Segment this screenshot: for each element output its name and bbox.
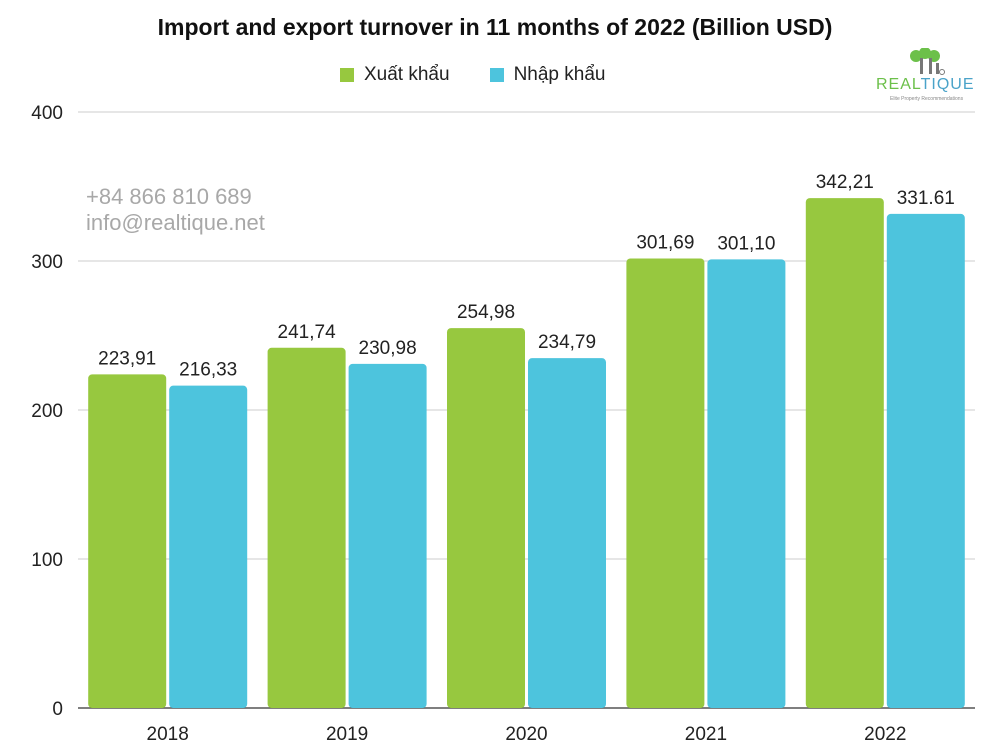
bar-export-2018	[88, 374, 167, 708]
bar-import-2019	[348, 363, 427, 708]
data-labels: 223,91 216,33 241,74 230,98 254,98 234,79 301,…	[98, 172, 955, 381]
contact-email: info@realtique.net	[86, 210, 265, 235]
bar-export-2021	[626, 258, 705, 708]
x-tick-label: 2021	[685, 724, 727, 745]
y-tick-label: 0	[52, 699, 63, 720]
contact-watermark: +84 866 810 689 info@realtique.net	[86, 184, 265, 236]
realtique-logo: REALTIQUE Elite Property Recommendations	[876, 48, 976, 104]
x-tick-label: 2020	[505, 724, 547, 745]
data-label: 234,79	[538, 332, 596, 353]
legend: Xuất khẩu Nhập khẩu	[340, 64, 645, 86]
x-axis-ticks: 2018 2019 2020 2021 2022	[147, 724, 907, 745]
bar-export-2022	[805, 198, 884, 708]
data-label: 230,98	[359, 338, 417, 359]
y-tick-label: 200	[31, 401, 63, 422]
data-label: 241,74	[278, 322, 337, 343]
bar-export-2019	[267, 347, 346, 708]
logo-wordmark: REALTIQUE	[876, 76, 975, 93]
legend-swatch-import	[489, 68, 504, 82]
bar-import-2020	[528, 358, 606, 708]
bar-import-2022	[886, 213, 965, 708]
y-axis-ticks: 0 100 200 300 400	[31, 103, 63, 720]
legend-label-import: Nhập khẩu	[513, 64, 606, 85]
data-label: 223,91	[98, 348, 156, 369]
y-tick-label: 400	[31, 103, 63, 124]
logo-tagline: Elite Property Recommendations	[890, 96, 964, 102]
legend-item-import: Nhập khẩu	[489, 64, 606, 86]
bars	[88, 198, 965, 708]
legend-item-export: Xuất khẩu	[340, 64, 450, 86]
data-label: 331.61	[897, 188, 955, 209]
x-tick-label: 2018	[147, 724, 189, 745]
data-label: 216,33	[179, 360, 237, 381]
x-tick-label: 2022	[864, 724, 906, 745]
bar-import-2018	[169, 385, 248, 708]
contact-phone: +84 866 810 689	[86, 184, 252, 209]
bar-export-2020	[447, 328, 525, 708]
data-label: 342,21	[816, 172, 874, 193]
bar-import-2021	[707, 259, 786, 708]
data-label: 301,10	[717, 233, 775, 254]
chart-title: Import and export turnover in 11 months …	[157, 14, 833, 40]
tree-house-icon	[910, 48, 945, 75]
x-tick-label: 2019	[326, 724, 368, 745]
legend-swatch-export	[340, 68, 354, 82]
y-tick-label: 300	[31, 252, 63, 273]
data-label: 301,69	[636, 232, 694, 253]
y-tick-label: 100	[31, 550, 63, 571]
data-label: 254,98	[457, 302, 515, 323]
legend-label-export: Xuất khẩu	[364, 64, 450, 85]
